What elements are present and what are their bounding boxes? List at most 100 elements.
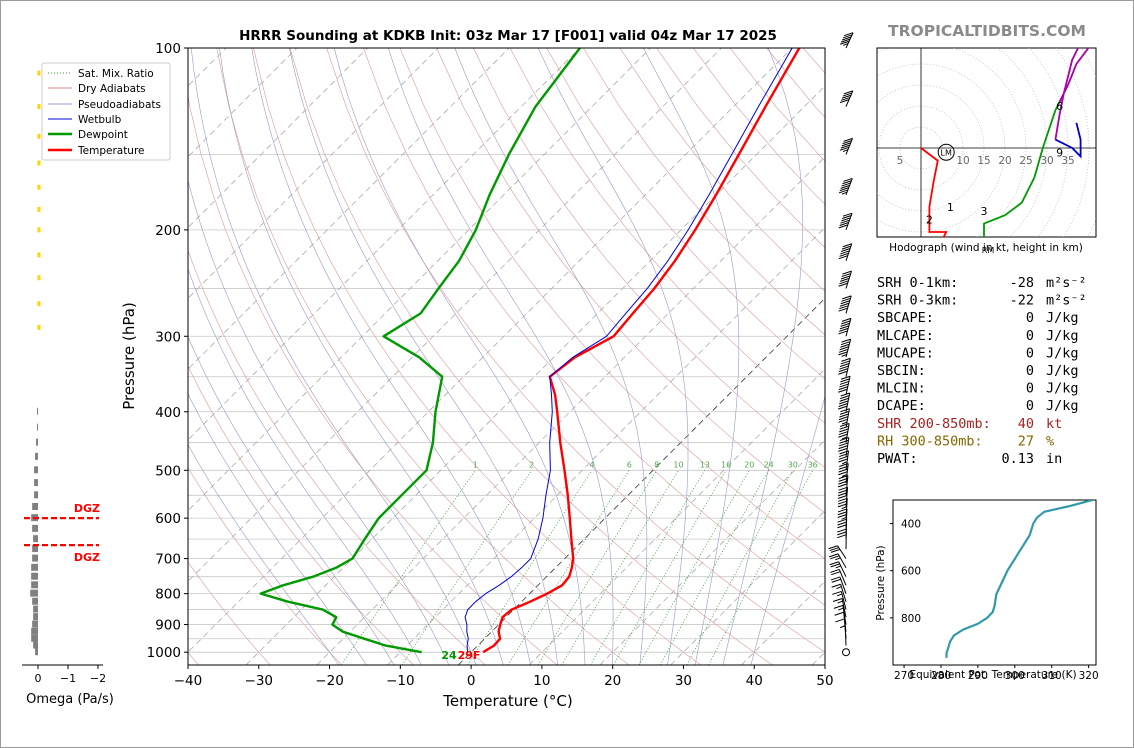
legend-box bbox=[41, 62, 171, 161]
hodograph-labels: 5 10 15 20 25 30 35 LM RM 1 2 3 6 9 bbox=[897, 100, 1075, 255]
omega-bar bbox=[32, 524, 38, 532]
surface-dewpoint-label: 24 bbox=[441, 649, 457, 662]
wind-barb bbox=[837, 392, 851, 412]
omega-bar bbox=[33, 641, 38, 649]
wind-barb bbox=[838, 270, 852, 289]
legend-label-temperature: Temperature bbox=[77, 145, 145, 157]
thetae-x-tick-label: 300 bbox=[1005, 670, 1025, 682]
barb-flag bbox=[839, 413, 849, 418]
thetae-x-tick-label: 290 bbox=[968, 670, 988, 682]
omega-bar bbox=[32, 502, 38, 510]
wind-barb bbox=[830, 568, 847, 586]
hodograph-height-label: 9 bbox=[1056, 146, 1063, 159]
barb-flag bbox=[837, 531, 847, 536]
thetae-y-tick-label: 400 bbox=[901, 519, 921, 531]
barb-flag bbox=[839, 423, 850, 427]
temperature-line bbox=[482, 48, 801, 654]
dry-adiabat-line bbox=[253, 48, 701, 665]
omega-bar bbox=[35, 452, 38, 460]
x-axis-label: Temperature (°C) bbox=[442, 692, 572, 710]
wind-barb bbox=[838, 338, 852, 358]
barb-flag bbox=[831, 571, 841, 576]
hodograph-ring-label: 35 bbox=[1061, 155, 1074, 167]
barb-flag bbox=[841, 36, 852, 41]
mixing-ratio-label: 1 bbox=[473, 460, 478, 469]
barb-flag bbox=[842, 270, 852, 275]
isotherm-line bbox=[316, 156, 825, 665]
isotherm-line bbox=[188, 48, 793, 653]
omega-upper-mark bbox=[37, 133, 41, 139]
barb-flag bbox=[840, 275, 851, 280]
thetae-x-label: Equivalent Pot. Temperature (K) bbox=[909, 669, 1076, 681]
barb-flag bbox=[842, 180, 852, 185]
omega-bar bbox=[30, 589, 38, 597]
index-row: DCAPE: 0 J/kg bbox=[877, 398, 1079, 414]
wind-barb bbox=[838, 408, 850, 428]
barb-flag bbox=[841, 217, 851, 222]
omega-bar bbox=[32, 545, 38, 553]
index-value: 0 bbox=[1026, 345, 1034, 361]
index-value: 0 bbox=[1026, 398, 1034, 414]
omega-bar bbox=[32, 620, 38, 628]
barb-flag bbox=[840, 375, 851, 380]
barb-half-flag bbox=[841, 191, 848, 195]
x-tick-label: 50 bbox=[816, 673, 833, 689]
barb-flag bbox=[829, 547, 839, 552]
barb-flag bbox=[838, 445, 848, 450]
wind-barb bbox=[838, 437, 850, 457]
index-row: SRH 0-3km: -22 m²s⁻² bbox=[877, 293, 1087, 309]
skewt-profiles bbox=[259, 48, 801, 654]
barb-flag bbox=[839, 397, 849, 402]
barb-flag bbox=[839, 437, 850, 442]
wind-barb bbox=[828, 553, 847, 569]
omega-bar bbox=[32, 554, 38, 562]
barb-flag bbox=[830, 563, 840, 568]
hodograph-height-label: 6 bbox=[1056, 100, 1063, 113]
surface-temperature-label: 29F bbox=[458, 649, 481, 662]
barb-flag bbox=[839, 252, 849, 257]
omega-bar bbox=[33, 605, 38, 613]
barb-flag bbox=[830, 576, 841, 581]
barb-shaft bbox=[842, 605, 847, 625]
barb-half-flag bbox=[841, 474, 848, 477]
omega-tick-label: −2 bbox=[90, 672, 106, 685]
barb-shaft bbox=[839, 576, 847, 594]
barb-flag bbox=[843, 177, 853, 182]
barb-flag bbox=[828, 553, 839, 558]
omega-bar bbox=[37, 407, 38, 415]
thetae-x-tick-label: 310 bbox=[1042, 670, 1062, 682]
barb-flag bbox=[840, 144, 850, 149]
y-tick-label: 800 bbox=[155, 587, 181, 603]
isotherm-line bbox=[811, 651, 825, 665]
dgz-label: DGZ bbox=[74, 502, 100, 515]
index-value: 0 bbox=[1026, 381, 1034, 397]
barb-flag bbox=[840, 250, 850, 255]
barb-flag bbox=[837, 492, 848, 497]
barb-flag bbox=[838, 189, 849, 194]
mixing-ratio-line bbox=[686, 470, 794, 665]
barb-flag bbox=[841, 338, 851, 343]
hodograph-height-label: 1 bbox=[947, 201, 954, 214]
barb-flag bbox=[840, 343, 850, 348]
index-label: SBCIN: bbox=[877, 363, 926, 379]
wind-barb bbox=[837, 528, 847, 550]
omega-bar bbox=[36, 438, 38, 446]
barb-flag bbox=[839, 425, 849, 430]
barb-flag bbox=[837, 495, 848, 499]
barb-flag bbox=[837, 528, 847, 533]
barb-flag bbox=[840, 300, 850, 305]
wind-barb bbox=[842, 648, 850, 657]
barb-flag bbox=[837, 514, 847, 518]
mixing-ratio-label: 36 bbox=[808, 460, 818, 469]
index-row: MLCIN: 0 J/kg bbox=[877, 381, 1079, 397]
index-row: SRH 0-1km: -28 m²s⁻² bbox=[877, 275, 1087, 291]
barb-flag bbox=[838, 386, 848, 391]
barb-flag bbox=[840, 248, 851, 253]
mixing-ratio-label: 16 bbox=[721, 460, 731, 469]
omega-upper-mark bbox=[37, 301, 41, 307]
hodograph-ring-label: 10 bbox=[956, 155, 969, 167]
wind-barb bbox=[838, 295, 852, 314]
barb-flag bbox=[839, 146, 850, 151]
barb-half-flag bbox=[841, 436, 848, 440]
